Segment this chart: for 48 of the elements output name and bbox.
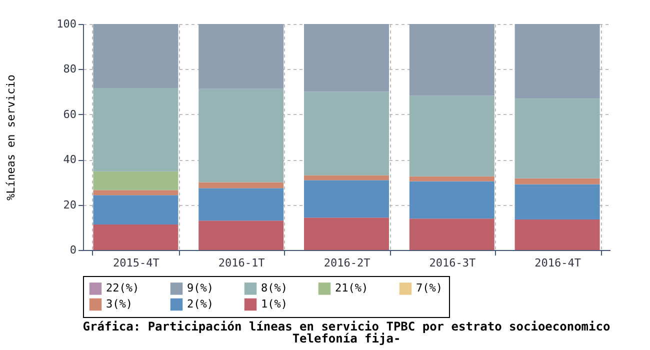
bar: [409, 176, 494, 182]
bar: [514, 24, 600, 99]
y-tick-label: 100: [56, 18, 76, 30]
bar: [93, 24, 178, 88]
legend-label: 9(%): [187, 282, 214, 295]
bar: [304, 175, 389, 180]
bar: [93, 224, 178, 250]
x-tick-label: 2016-4T: [534, 256, 582, 270]
bar: [93, 190, 178, 196]
legend-label: 8(%): [261, 282, 288, 295]
legend-label: 3(%): [106, 298, 132, 310]
bar: [514, 98, 600, 178]
y-tick-label: 20: [63, 198, 76, 212]
bar: [198, 182, 284, 188]
bar: [198, 88, 284, 182]
bar: [304, 180, 389, 218]
bar: [409, 96, 494, 176]
bar: [304, 92, 389, 176]
x-tick-label: 2016-3T: [429, 256, 476, 270]
text: Telefonía fija-: [292, 332, 401, 346]
x-tick-label: 2016-1T: [218, 256, 266, 270]
legend-label: 21(%): [335, 282, 368, 295]
legend-label: 22(%): [106, 282, 140, 295]
bar: [409, 218, 494, 250]
bar: [304, 218, 389, 250]
x-tick-label: 2016-2T: [324, 256, 371, 270]
y-tick-label: 40: [63, 153, 76, 166]
y-tick-label: 60: [63, 108, 76, 121]
bar: [514, 178, 600, 184]
legend-label: 1(%): [261, 298, 288, 310]
bar: [198, 220, 284, 250]
bar: [409, 24, 494, 96]
text: Gráfica: Participación líneas en servicio TPBC por estrato socioeconomico: [82, 320, 610, 334]
y-tick-label: 0: [70, 244, 76, 256]
bar: [93, 171, 178, 190]
bar: [304, 24, 389, 92]
bar: [198, 188, 284, 221]
y-tick-label: 80: [63, 62, 76, 76]
bar: [93, 195, 178, 224]
legend-label: 7(%): [416, 282, 442, 295]
bar: [409, 181, 494, 219]
bar: [93, 88, 178, 172]
x-tick-label: 2015-4T: [113, 256, 160, 270]
bar: [514, 184, 600, 220]
y-axis-title: %Líneas en servicio: [4, 74, 18, 200]
bar: [514, 219, 600, 250]
legend-label: 2(%): [187, 298, 214, 310]
bar: [198, 24, 284, 89]
